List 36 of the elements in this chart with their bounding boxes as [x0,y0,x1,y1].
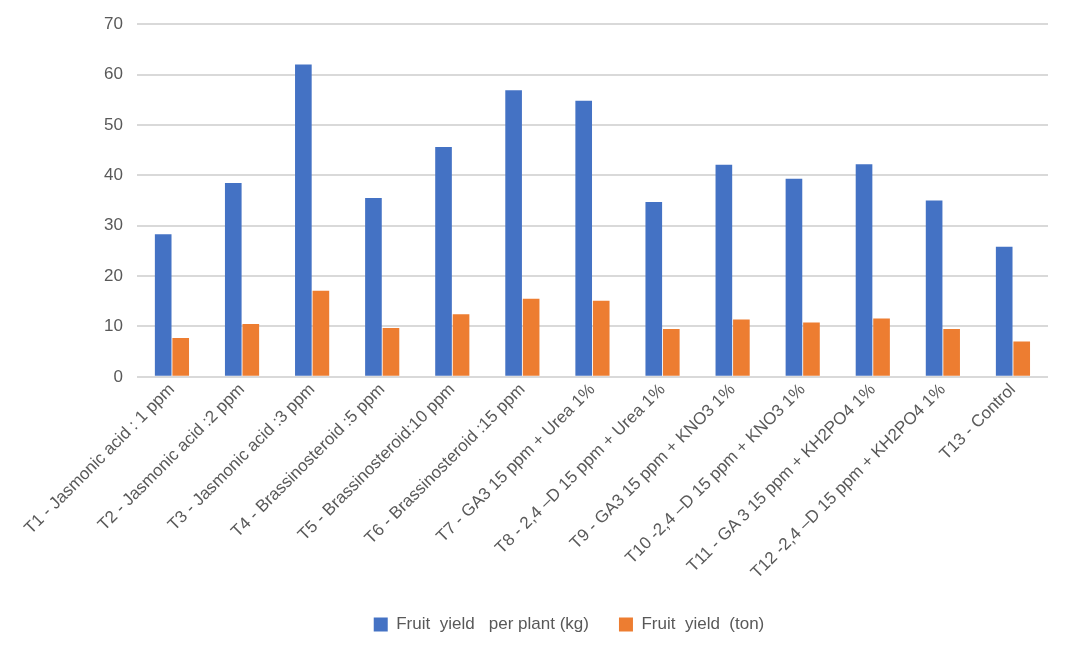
bar [995,246,1013,376]
bar [855,164,873,376]
y-tick-label: 0 [113,366,123,386]
bar [365,197,382,376]
bar [803,322,820,376]
bar [224,182,242,376]
bar [242,323,260,376]
bar [154,234,172,376]
bar [575,100,593,376]
legend-label: Fruit yield (ton) [641,614,765,634]
bar [715,164,733,376]
bar [785,178,803,376]
y-tick-label: 20 [103,265,123,285]
bar [505,90,522,376]
bar [1013,341,1031,376]
y-tick-label: 50 [103,114,123,134]
y-tick-label: 70 [103,13,123,33]
bar [382,327,400,376]
y-tick-label: 40 [103,165,123,185]
bar [645,202,663,376]
bar [592,300,610,376]
bar [733,319,750,376]
bar [925,200,943,376]
bar [312,290,330,376]
bar [435,147,452,376]
y-tick-label: 10 [103,316,123,336]
bar [662,328,680,376]
bar [873,318,890,376]
bar [522,298,540,376]
legend-label: Fruit yield per plant (kg) [396,614,589,634]
y-tick-label: 60 [103,64,123,84]
bar [943,328,960,376]
y-tick-label: 30 [103,215,123,235]
bar [452,314,470,376]
bar [295,64,312,376]
bar [172,338,190,376]
